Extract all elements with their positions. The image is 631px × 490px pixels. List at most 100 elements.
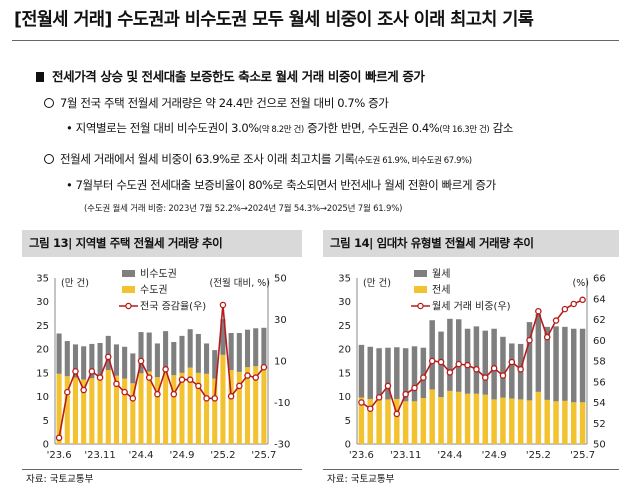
point2-note: (수도권 월세 거래 비중: 2023년 7월 52.2%→2024년 7월 5… (84, 204, 403, 214)
right-y2-tick-label: 62 (593, 315, 606, 326)
left-bar-비수도권 (72, 344, 79, 378)
right-bar-전세 (420, 397, 427, 444)
left-bar-수도권 (105, 370, 111, 444)
left-bar-비수도권 (163, 331, 169, 371)
left-y-tick-label: 5 (43, 416, 49, 427)
right-y2-axis-label: (%) (573, 278, 589, 289)
right-bar-전세 (358, 397, 365, 444)
right-x-tick-label: '25.2 (526, 450, 551, 461)
right-bar-전세 (500, 397, 506, 444)
right-bar-월세 (358, 344, 365, 398)
right-bar-전세 (385, 399, 391, 444)
left-bar-수도권 (64, 376, 70, 444)
right-line-point (375, 394, 383, 401)
right-bar-월세 (579, 328, 586, 403)
chart-left-title: 그림 13| 지역별 주택 전월세 거래량 추이 (22, 230, 302, 257)
right-bar-전세 (526, 400, 533, 444)
right-bar-월세 (500, 336, 506, 398)
left-bar-수도권 (122, 378, 128, 444)
headline-bullet: 전세가격 상승 및 전세대출 보증한도 축소로 월세 거래 비중이 빠르게 증가 (36, 66, 425, 85)
right-x-tick-label: '25.7 (570, 450, 595, 461)
left-line-point (178, 376, 186, 383)
left-bar-비수도권 (171, 342, 177, 376)
left-legend-label-1: 비수도권 (140, 268, 177, 280)
right-line-point (490, 365, 498, 372)
left-line-point (219, 301, 227, 309)
left-bar-비수도권 (56, 333, 62, 374)
right-legend-swatch-2 (414, 286, 427, 293)
left-bar-수도권 (163, 370, 169, 444)
point1-sub: • 지역별로는 전월 대비 비수도권이 3.0%(약 8.2만 건) 증가한 반… (66, 120, 513, 136)
right-bar-전세 (447, 390, 453, 444)
right-bar-월세 (411, 346, 418, 402)
left-bar-수도권 (72, 377, 79, 444)
right-line-point (543, 333, 551, 341)
right-line-point (482, 374, 489, 381)
left-bar-수도권 (244, 367, 251, 444)
right-bar-월세 (526, 322, 533, 401)
right-bar-월세 (553, 326, 559, 402)
right-line-point (384, 382, 392, 390)
right-bar-월세 (464, 328, 471, 394)
left-y-tick-label: 30 (36, 297, 49, 308)
chart-right-title: 그림 14| 임대차 유형별 전월세 거래량 추이 (323, 230, 619, 257)
square-bullet-icon (36, 72, 44, 82)
right-line-point (393, 410, 401, 418)
right-line-point (358, 399, 365, 406)
right-line-point (455, 360, 462, 368)
right-bar-전세 (367, 398, 374, 444)
left-bar-수도권 (89, 378, 95, 444)
left-legend-label-2: 수도권 (140, 284, 168, 296)
left-bar-비수도권 (228, 333, 234, 371)
point1-sub-a: • 지역별로는 전월 대비 비수도권이 3.0% (66, 121, 259, 135)
left-line-point (55, 434, 63, 442)
right-y-tick-label: 30 (338, 297, 351, 308)
right-bar-월세 (367, 346, 374, 399)
left-bar-비수도권 (122, 346, 128, 379)
left-y-tick-label: 35 (36, 274, 49, 285)
right-line-point (437, 358, 445, 366)
left-bar-수도권 (97, 377, 103, 444)
left-x-tick-label: '25.2 (210, 450, 235, 461)
left-legend-swatch-2 (122, 286, 135, 293)
headline-text: 전세가격 상승 및 전세대출 보증한도 축소로 월세 거래 비중이 빠르게 증가 (52, 69, 425, 84)
left-line-point (129, 395, 137, 402)
left-bar-수도권 (261, 366, 267, 444)
left-bar-비수도권 (154, 343, 160, 378)
left-bar-비수도권 (244, 329, 251, 368)
left-line-point (203, 395, 210, 402)
left-bar-수도권 (130, 383, 136, 444)
right-line-point (579, 296, 586, 304)
right-y2-tick-label: 50 (593, 440, 606, 451)
right-legend-marker (417, 302, 424, 310)
right-bar-전세 (411, 401, 418, 444)
right-legend-label-1: 월세 (432, 268, 450, 280)
right-y2-tick-label: 54 (593, 398, 606, 409)
left-legend-swatch-1 (122, 270, 135, 277)
right-x-tick-label: '23.11 (390, 450, 421, 461)
left-bar-수도권 (171, 375, 177, 444)
left-bar-수도권 (113, 375, 119, 444)
right-line-point (517, 366, 524, 373)
left-x-tick-label: '24.4 (129, 450, 154, 461)
left-bar-수도권 (187, 367, 193, 444)
page-title: [전월세 거래] 수도권과 비수도권 모두 월세 비중이 조사 이래 최고치 기… (14, 10, 534, 30)
right-y2-tick-label: 58 (593, 357, 606, 368)
left-bar-비수도권 (89, 343, 95, 379)
right-y-tick-label: 0 (345, 440, 351, 451)
left-y2-tick-label: 10 (274, 357, 287, 368)
left-bar-비수도권 (236, 333, 242, 372)
left-line-point (105, 353, 112, 361)
source-divider-right (323, 469, 619, 470)
point2: 전월세 거래에서 월세 비중이 63.9%로 조사 이래 최고치를 기록(수도권… (44, 151, 472, 167)
left-line-point (170, 390, 178, 398)
right-line-point (552, 317, 560, 324)
right-bar-전세 (473, 393, 480, 444)
point2-sub: • 7월부터 수도권 전세대출 보증비율이 80%로 축소되면서 반전세나 월세… (66, 178, 496, 192)
right-bar-월세 (420, 347, 427, 398)
right-x-tick-label: '24.9 (482, 450, 507, 461)
point1-sub-e: 감소 (489, 121, 514, 135)
right-y-tick-label: 35 (338, 274, 351, 285)
left-line-point (113, 380, 120, 388)
left-line-point (244, 372, 251, 379)
